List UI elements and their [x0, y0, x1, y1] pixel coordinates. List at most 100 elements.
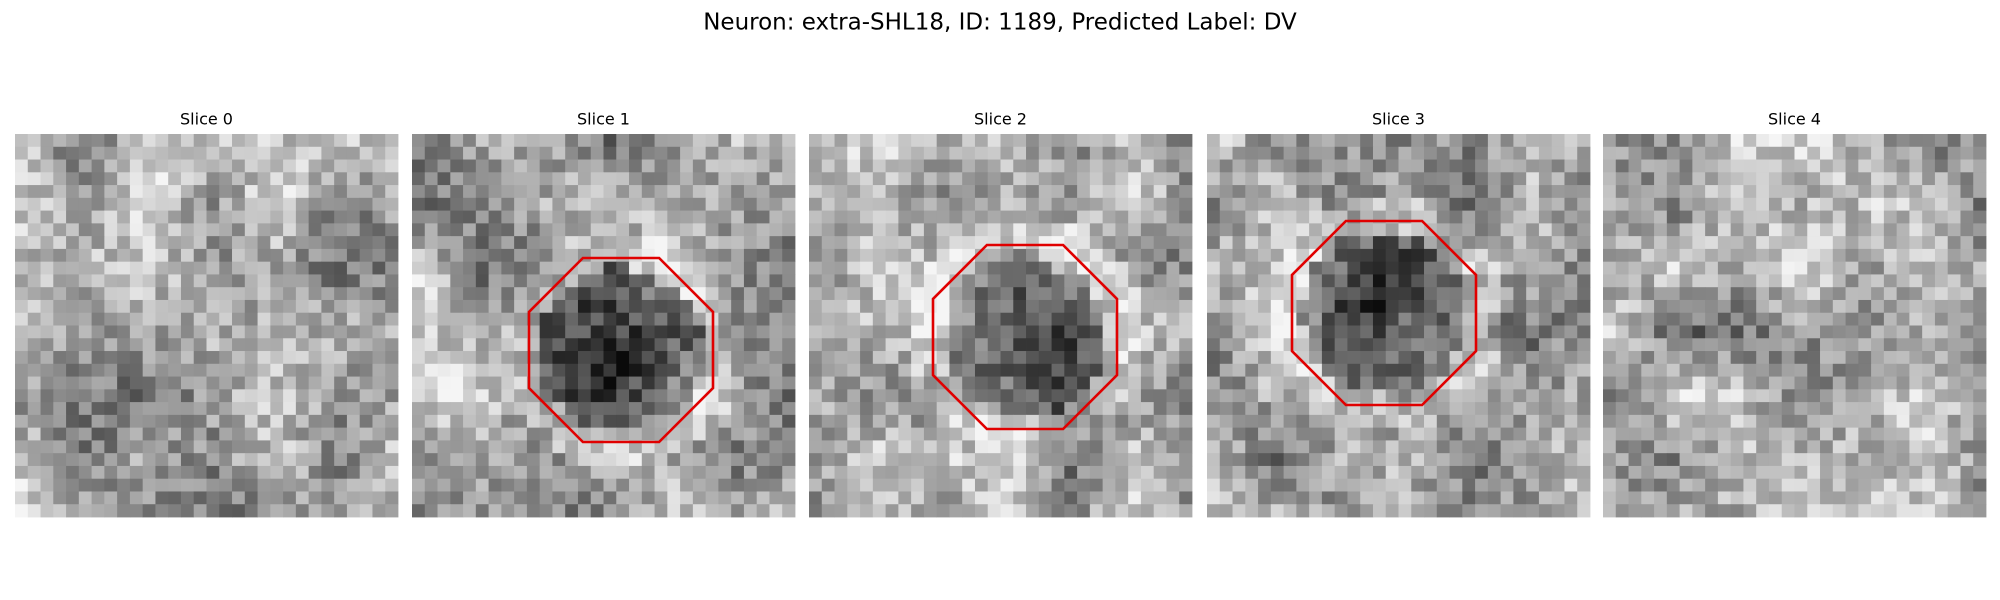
pixel: [911, 478, 925, 492]
pixel: [1756, 478, 1770, 492]
pixel: [321, 210, 335, 224]
pixel: [526, 402, 541, 416]
pixel: [385, 287, 399, 301]
pixel: [27, 376, 41, 390]
pixel: [911, 402, 925, 416]
pixel: [1140, 351, 1155, 365]
pixel: [885, 146, 899, 160]
pixel: [142, 440, 156, 454]
pixel: [1179, 465, 1193, 480]
pixel: [1768, 427, 1783, 441]
pixel: [232, 453, 246, 467]
pixel: [91, 440, 105, 454]
pixel: [565, 197, 579, 211]
pixel: [1128, 312, 1142, 326]
pixel: [27, 453, 41, 467]
pixel: [1679, 325, 1693, 339]
pixel: [809, 223, 823, 237]
pixel: [142, 427, 156, 441]
pixel: [91, 185, 105, 199]
pixel: [270, 491, 284, 505]
pixel: [232, 389, 246, 403]
pixel: [1781, 146, 1795, 160]
pixel: [1115, 134, 1129, 148]
pixel: [616, 440, 630, 454]
pixel: [1628, 185, 1642, 199]
pixel: [1258, 376, 1272, 390]
pixel: [718, 223, 732, 237]
pixel: [1153, 197, 1167, 211]
pixel: [1832, 389, 1846, 403]
pixel: [987, 159, 1001, 173]
pixel: [1296, 236, 1310, 250]
pixel: [1807, 440, 1821, 454]
pixel: [565, 248, 579, 263]
pixel: [359, 236, 373, 250]
pixel: [1372, 197, 1387, 211]
pixel: [1934, 351, 1949, 365]
pixel: [104, 312, 118, 326]
pixel: [1794, 197, 1808, 211]
pixel: [219, 465, 233, 480]
pixel: [1934, 440, 1949, 454]
pixel: [1360, 465, 1374, 480]
pixel: [15, 197, 29, 211]
pixel: [962, 402, 976, 416]
pixel: [577, 261, 592, 275]
pixel: [834, 427, 848, 441]
pixel: [1692, 134, 1706, 148]
pixel: [1398, 236, 1412, 250]
pixel: [809, 465, 823, 480]
pixel: [1219, 223, 1233, 237]
pixel: [385, 197, 399, 211]
pixel: [809, 478, 823, 492]
pixel: [334, 427, 348, 441]
pixel: [1730, 261, 1744, 275]
pixel: [1179, 414, 1193, 429]
pixel: [718, 427, 732, 441]
pixel: [129, 478, 144, 492]
pixel: [168, 185, 182, 199]
pixel: [641, 223, 655, 237]
pixel: [1526, 210, 1540, 224]
pixel: [1270, 491, 1284, 505]
pixel: [1615, 465, 1629, 480]
pixel: [1883, 325, 1898, 339]
pixel: [1270, 299, 1284, 314]
pixel: [782, 414, 796, 429]
pixel: [1641, 223, 1655, 237]
pixel: [718, 402, 732, 416]
pixel: [1128, 389, 1142, 403]
pixel: [1743, 478, 1757, 492]
pixel: [359, 146, 373, 160]
pixel: [1102, 159, 1116, 173]
pixel: [680, 414, 694, 429]
pixel: [372, 478, 386, 492]
pixel: [809, 299, 823, 314]
pixel: [1615, 338, 1629, 352]
pixel: [1283, 146, 1297, 160]
pixel: [1077, 185, 1091, 199]
pixel: [654, 453, 668, 467]
pixel: [1475, 338, 1489, 352]
pixel: [1730, 453, 1744, 467]
pixel: [1603, 414, 1617, 429]
pixel: [244, 351, 258, 365]
pixel: [1449, 478, 1463, 492]
pixel: [232, 414, 246, 429]
pixel: [1500, 453, 1514, 467]
pixel: [616, 504, 630, 518]
pixel: [923, 351, 938, 365]
pixel: [1513, 440, 1527, 454]
pixel: [129, 414, 144, 429]
pixel: [1603, 478, 1617, 492]
pixel: [1934, 312, 1949, 326]
pixel: [974, 172, 989, 186]
pixel: [27, 197, 41, 211]
pixel: [1051, 478, 1065, 492]
pixel: [1615, 210, 1629, 224]
pixel: [346, 478, 361, 492]
pixel: [1500, 185, 1514, 199]
pixel: [885, 491, 899, 505]
pixel: [1526, 197, 1540, 211]
